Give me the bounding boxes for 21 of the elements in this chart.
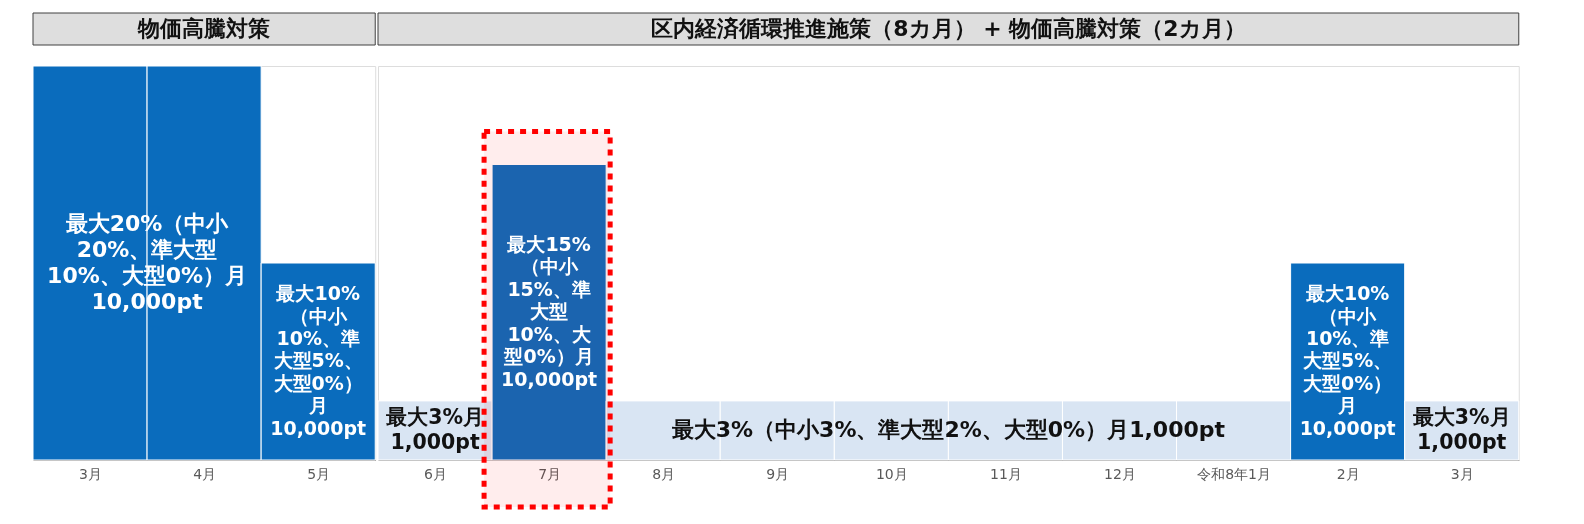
x-tick-label: 10月 [875,465,908,482]
data-label: 最大10%（中小10%、準大型5%、大型0%）月10,000pt [270,282,367,439]
x-tick-label: 5月 [307,465,331,482]
x-tick-label: 令和8年1月 [1197,465,1271,482]
x-tick-label: 2月 [1336,465,1360,482]
chart-title: 区内経済循環推進施策（8カ月） + 物価高騰対策（2カ月） [651,16,1246,41]
x-tick-label: 3月 [1450,465,1474,482]
data-label: 最大3%（中小3%、準大型2%、大型0%）月1,000pt [670,417,1226,443]
x-tick-label: 8月 [652,465,676,482]
x-tick-label: 11月 [990,465,1022,482]
x-tick-label: 3月 [79,465,102,482]
data-label: 最大15%（中小15%、準大型10%、大型0%）月10,000pt [501,232,598,390]
x-tick-label: 6月 [424,465,447,482]
x-tick-label: 12月 [1104,465,1136,482]
data-label: 最大10%（中小10%、準大型5%、大型0%）月10,000pt [1299,282,1396,439]
data-label: 最大3%月1,000pt [385,405,484,454]
x-tick-label: 7月 [538,465,562,482]
x-tick-label: 9月 [766,465,790,482]
data-label: 最大3%月1,000pt [1411,405,1511,454]
chart-title: 物価高騰対策 [137,16,271,41]
x-tick-label: 4月 [193,465,217,482]
